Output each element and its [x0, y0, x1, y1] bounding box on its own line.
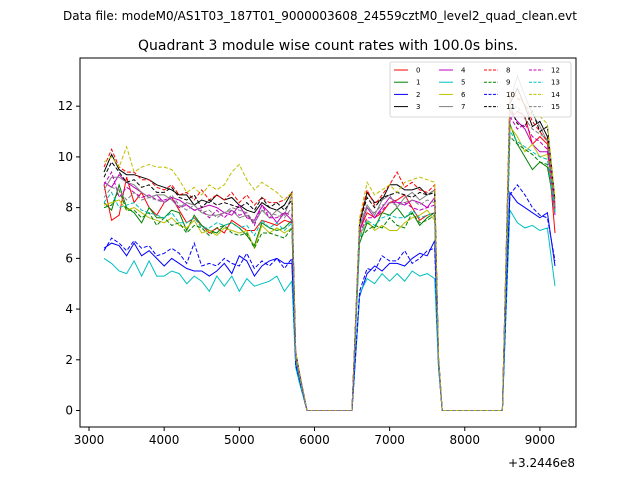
legend-label-10: 10 [506, 91, 515, 99]
y-tick-label: 10 [58, 150, 73, 164]
y-tick-label: 4 [65, 302, 73, 316]
legend-label-2: 2 [416, 91, 420, 99]
legend-label-14: 14 [551, 91, 560, 99]
legend-label-8: 8 [506, 67, 510, 75]
figure-suptitle: Data file: modeM0/AS1T03_187T01_90000036… [63, 9, 577, 23]
x-tick-label: 3000 [74, 433, 105, 447]
x-tick-label: 8000 [450, 433, 481, 447]
y-tick-label: 0 [65, 404, 73, 418]
legend-box [389, 61, 572, 118]
y-tick-label: 8 [65, 201, 73, 215]
legend-label-4: 4 [461, 67, 466, 75]
x-offset-label: +3.2446e8 [508, 456, 575, 470]
legend-label-6: 6 [461, 91, 466, 99]
legend-label-7: 7 [461, 103, 465, 111]
y-tick-label: 6 [65, 251, 73, 265]
legend-label-11: 11 [506, 103, 515, 111]
legend-label-13: 13 [551, 79, 560, 87]
chart-title: Quadrant 3 module wise count rates with … [138, 38, 518, 54]
legend-label-12: 12 [551, 67, 560, 75]
legend-label-9: 9 [506, 79, 510, 87]
legend-label-1: 1 [416, 79, 420, 87]
legend-label-5: 5 [461, 79, 465, 87]
legend-label-15: 15 [551, 103, 560, 111]
x-tick-label: 7000 [374, 433, 405, 447]
legend-label-0: 0 [416, 67, 420, 75]
y-tick-label: 2 [65, 353, 73, 367]
y-tick-label: 12 [58, 99, 73, 113]
axes-layer: 3000 4000 5000 6000 7000 8000 9000 0 2 4 6 8 10 12 [58, 99, 555, 447]
x-tick-label: 6000 [299, 433, 330, 447]
series-layer [103, 74, 556, 411]
x-tick-label: 5000 [224, 433, 255, 447]
x-tick-label: 4000 [149, 433, 180, 447]
plot-frame [79, 57, 577, 428]
x-tick-label: 9000 [525, 433, 556, 447]
series-line-15 [103, 105, 556, 411]
legend-label-3: 3 [416, 103, 420, 111]
